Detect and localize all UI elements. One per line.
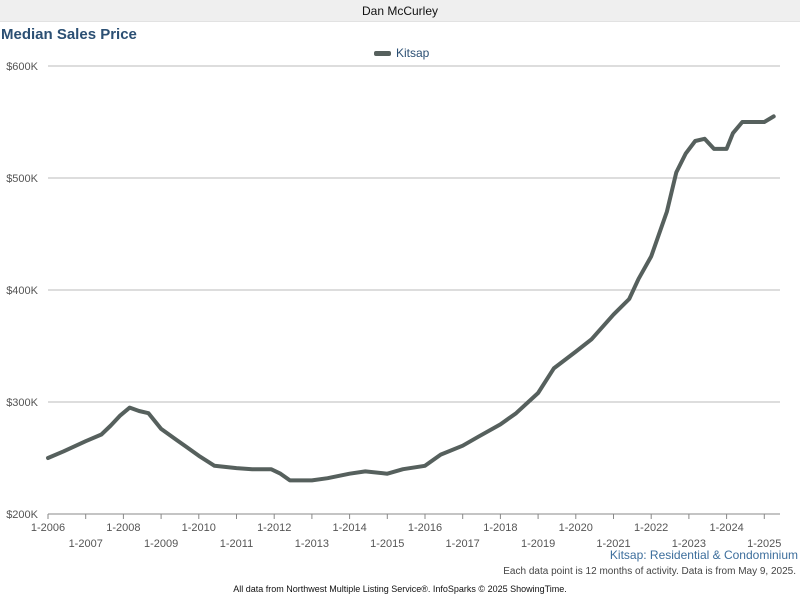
x-tick-label: 1-2010 [182, 522, 216, 534]
y-tick-label: $300K [6, 397, 38, 409]
x-tick-label: 1-2018 [483, 522, 517, 534]
x-tick-label: 1-2022 [634, 522, 668, 534]
y-tick-label: $600K [6, 61, 38, 73]
agent-header-bar: Dan McCurley [0, 0, 800, 22]
x-tick-label: 1-2025 [747, 538, 781, 550]
data-credit: All data from Northwest Multiple Listing… [233, 584, 567, 594]
x-tick-label: 1-2007 [69, 538, 103, 550]
x-tick-label: 1-2016 [408, 522, 442, 534]
x-tick-label: 1-2011 [220, 538, 253, 550]
x-tick-label: 1-2015 [370, 538, 404, 550]
x-tick-label: 1-2012 [257, 522, 291, 534]
x-tick-label: 1-2008 [106, 522, 140, 534]
x-tick-label: 1-2020 [559, 522, 593, 534]
x-tick-label: 1-2006 [31, 522, 65, 534]
x-tick-label: 1-2021 [596, 538, 630, 550]
data-footnote: Each data point is 12 months of activity… [503, 566, 796, 577]
x-tick-label: 1-2013 [295, 538, 329, 550]
y-tick-label: $500K [6, 173, 38, 185]
chart-title: Median Sales Price [1, 26, 137, 43]
x-tick-label: 1-2009 [144, 538, 178, 550]
y-tick-label: $200K [6, 509, 38, 521]
chart-subtitle: Kitsap: Residential & Condominium [609, 548, 798, 562]
x-tick-label: 1-2024 [709, 522, 743, 534]
x-tick-label: 1-2023 [672, 538, 706, 550]
series-line-kitsap [46, 114, 776, 483]
x-tick-label: 1-2017 [446, 538, 480, 550]
legend-label-kitsap: Kitsap [396, 46, 430, 60]
y-tick-label: $400K [6, 285, 38, 297]
x-tick-label: 1-2014 [332, 522, 366, 534]
x-tick-label: 1-2019 [521, 538, 555, 550]
agent-name: Dan McCurley [361, 3, 439, 18]
legend-swatch-kitsap [374, 50, 391, 56]
chart-legend[interactable]: Kitsap [374, 46, 429, 60]
